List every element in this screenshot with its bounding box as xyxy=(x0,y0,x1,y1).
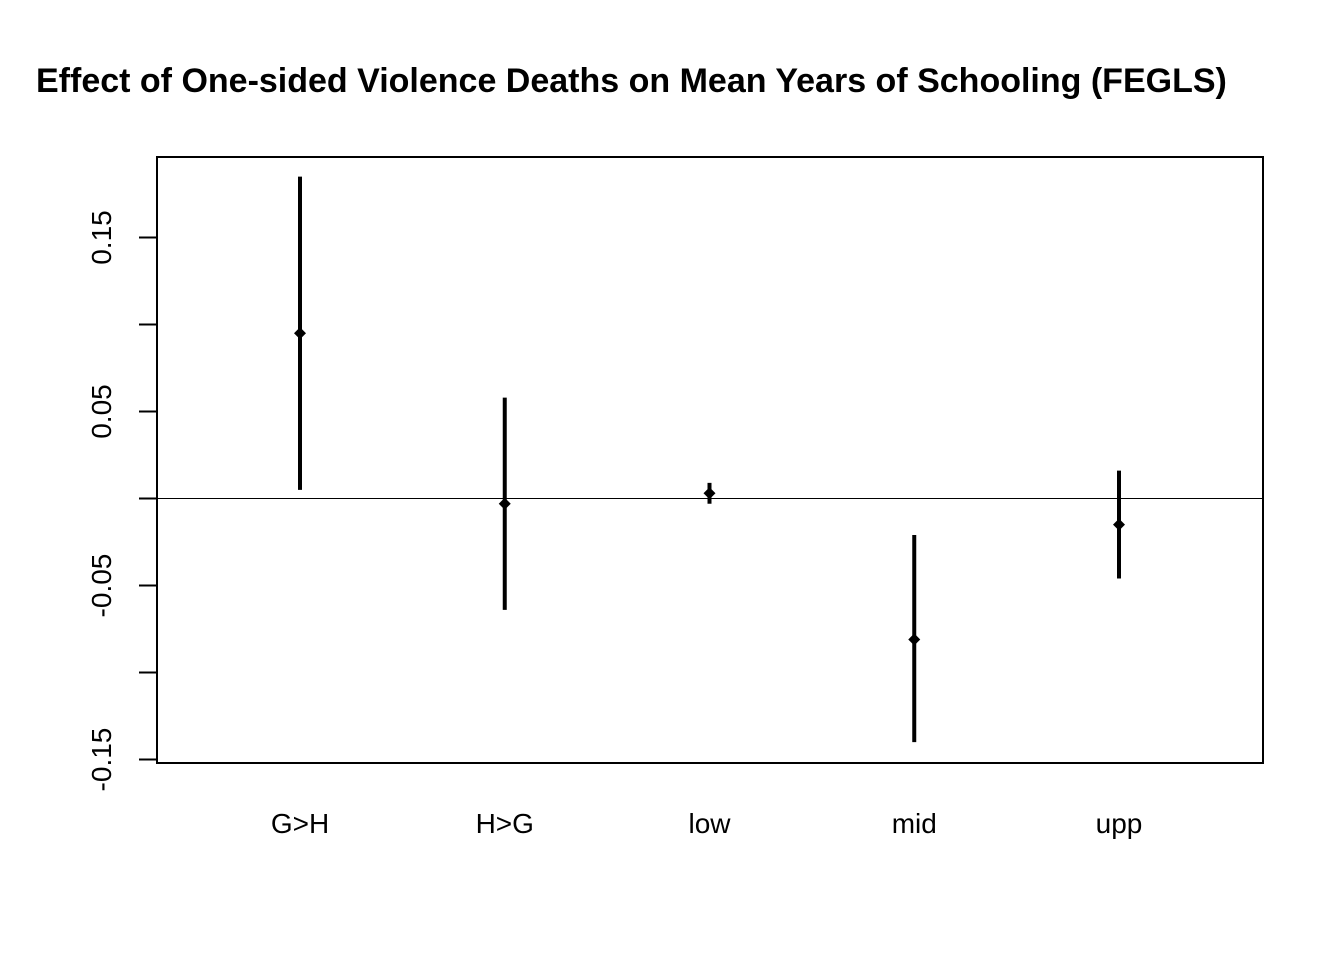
point-estimate-marker xyxy=(703,487,716,500)
x-tick-label: low xyxy=(688,808,731,839)
y-axis: -0.15 -0.05 0.05 0.15 xyxy=(86,210,158,792)
x-tick-label: mid xyxy=(892,808,937,839)
x-tick-label: H>G xyxy=(476,808,534,839)
y-tick-label: -0.15 xyxy=(86,728,117,792)
plot-frame xyxy=(156,156,1264,764)
point-estimate-marker xyxy=(294,327,306,340)
point-estimate-marker xyxy=(498,497,511,510)
x-tick-label: upp xyxy=(1096,808,1143,839)
y-tick-label: -0.05 xyxy=(86,554,117,618)
point-estimate-marker xyxy=(908,633,921,646)
estimate-series xyxy=(294,176,1125,743)
point-estimate-marker xyxy=(1113,518,1125,531)
y-tick-label: 0.05 xyxy=(86,384,117,439)
x-tick-label: G>H xyxy=(271,808,329,839)
chart-title: Effect of One-sided Violence Deaths on M… xyxy=(36,62,1227,100)
y-tick-label: 0.15 xyxy=(86,210,117,265)
x-axis: G>H H>G low mid upp xyxy=(271,808,1143,839)
